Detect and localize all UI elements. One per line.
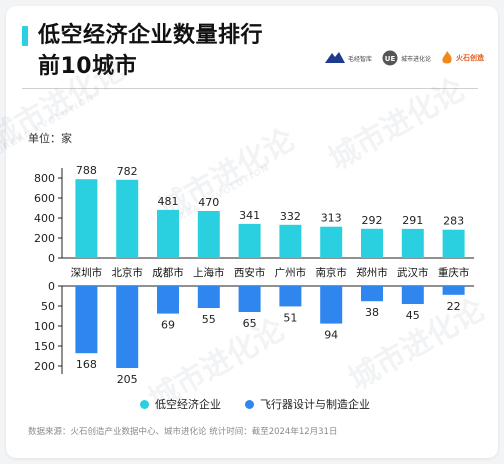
y-tick-label-bottom: 0 bbox=[48, 280, 55, 293]
y-tick-label-top: 200 bbox=[34, 232, 55, 245]
bar-aircraft-manufacturing bbox=[320, 286, 343, 324]
data-label-bottom: 65 bbox=[243, 317, 257, 330]
category-label: 成都市 bbox=[152, 266, 184, 279]
unit-label: 单位：家 bbox=[28, 132, 72, 145]
data-label-bottom: 69 bbox=[161, 319, 175, 332]
data-label-top: 341 bbox=[239, 209, 260, 222]
data-label-top: 313 bbox=[321, 212, 342, 225]
bar-aircraft-manufacturing bbox=[157, 286, 179, 314]
flame-logo-icon bbox=[442, 51, 452, 64]
brand-logo-3: 火石创造 bbox=[441, 51, 484, 65]
svg-text:UE: UE bbox=[385, 55, 396, 63]
data-label-bottom: 22 bbox=[447, 300, 461, 313]
data-label-top: 292 bbox=[362, 214, 383, 227]
chart-title: 低空经济企业数量排行 前10城市 bbox=[38, 20, 263, 82]
bar-low-altitude-economy bbox=[361, 228, 383, 258]
data-label-bottom: 45 bbox=[406, 309, 420, 322]
category-label: 上海市 bbox=[193, 266, 225, 279]
bar-low-altitude-economy bbox=[116, 179, 139, 258]
logo-1-text: 毛经智库 bbox=[347, 55, 372, 63]
category-label: 重庆市 bbox=[438, 266, 470, 279]
bar-low-altitude-economy bbox=[279, 224, 302, 258]
brand-logo-2: UE 城市进化论 bbox=[382, 50, 431, 66]
bar-low-altitude-economy bbox=[197, 211, 220, 258]
bar-low-altitude-economy bbox=[442, 229, 465, 258]
data-label-top: 283 bbox=[443, 215, 464, 228]
brand-mark-icon bbox=[324, 52, 345, 63]
legend-dot-blue bbox=[245, 399, 254, 409]
logo-3-text: 火石创造 bbox=[456, 54, 484, 62]
data-label-top: 481 bbox=[158, 195, 179, 208]
data-label-bottom: 205 bbox=[117, 373, 138, 386]
brand-logo-1: 毛经智库 bbox=[324, 51, 372, 65]
chart-title-line2: 前10城市 bbox=[38, 54, 138, 79]
legend-item-series-2: 飞行器设计与制造企业 bbox=[245, 396, 370, 412]
category-label: 西安市 bbox=[234, 266, 266, 279]
legend-dot-cyan bbox=[140, 399, 149, 409]
bar-low-altitude-economy bbox=[320, 226, 343, 258]
category-label: 北京市 bbox=[111, 266, 143, 279]
category-label: 南京市 bbox=[315, 266, 347, 279]
legend-label-series-2: 飞行器设计与制造企业 bbox=[260, 398, 370, 411]
urban-evolution-logo-icon: UE bbox=[382, 50, 398, 66]
bar-aircraft-manufacturing bbox=[75, 286, 98, 354]
data-label-top: 470 bbox=[198, 196, 219, 209]
y-tick-label-bottom: 50 bbox=[41, 300, 55, 313]
chart-legend: 低空经济企业 飞行器设计与制造企业 bbox=[140, 396, 370, 412]
bar-low-altitude-economy bbox=[157, 209, 179, 258]
chart-title-line1: 低空经济企业数量排行 bbox=[38, 23, 264, 48]
data-label-top: 788 bbox=[76, 164, 97, 177]
data-label-bottom: 168 bbox=[76, 358, 97, 371]
data-label-bottom: 51 bbox=[283, 311, 297, 324]
bar-aircraft-manufacturing bbox=[116, 286, 139, 368]
data-label-top: 332 bbox=[280, 210, 301, 223]
legend-label-series-1: 低空经济企业 bbox=[155, 398, 221, 411]
title-accent-bar bbox=[22, 26, 28, 46]
logo-group: 毛经智库 UE 城市进化论 火石创造 bbox=[324, 50, 484, 66]
bar-low-altitude-economy bbox=[401, 228, 424, 258]
legend-item-series-1: 低空经济企业 bbox=[140, 396, 221, 412]
data-label-bottom: 94 bbox=[324, 329, 338, 342]
category-label: 武汉市 bbox=[397, 266, 429, 279]
y-tick-label-top: 600 bbox=[34, 192, 55, 205]
bar-low-altitude-economy bbox=[75, 179, 98, 258]
data-label-top: 291 bbox=[402, 214, 423, 227]
bar-aircraft-manufacturing bbox=[361, 286, 383, 302]
bar-low-altitude-economy bbox=[238, 223, 261, 258]
y-tick-label-bottom: 100 bbox=[34, 320, 55, 333]
y-tick-label-top: 800 bbox=[34, 172, 55, 185]
data-label-bottom: 38 bbox=[365, 306, 379, 319]
source-note: 数据来源：火石创造产业数据中心、城市进化论 统计时间：截至2024年12月31日 bbox=[28, 427, 338, 437]
title-divider bbox=[22, 88, 478, 89]
y-tick-label-bottom: 150 bbox=[34, 340, 55, 353]
data-label-bottom: 55 bbox=[202, 313, 216, 326]
y-tick-label-bottom: 200 bbox=[34, 360, 55, 373]
bar-aircraft-manufacturing bbox=[401, 286, 424, 304]
category-label: 深圳市 bbox=[71, 266, 103, 279]
category-label: 郑州市 bbox=[356, 266, 388, 279]
bar-aircraft-manufacturing bbox=[238, 286, 261, 312]
bar-aircraft-manufacturing bbox=[442, 286, 465, 295]
data-label-top: 782 bbox=[117, 165, 138, 178]
bar-aircraft-manufacturing bbox=[279, 286, 302, 307]
logo-2-text: 城市进化论 bbox=[400, 55, 431, 63]
category-label: 广州市 bbox=[275, 266, 307, 279]
y-tick-label-top: 400 bbox=[34, 212, 55, 225]
bar-aircraft-manufacturing bbox=[197, 286, 220, 308]
y-tick-label-top: 0 bbox=[48, 252, 55, 265]
